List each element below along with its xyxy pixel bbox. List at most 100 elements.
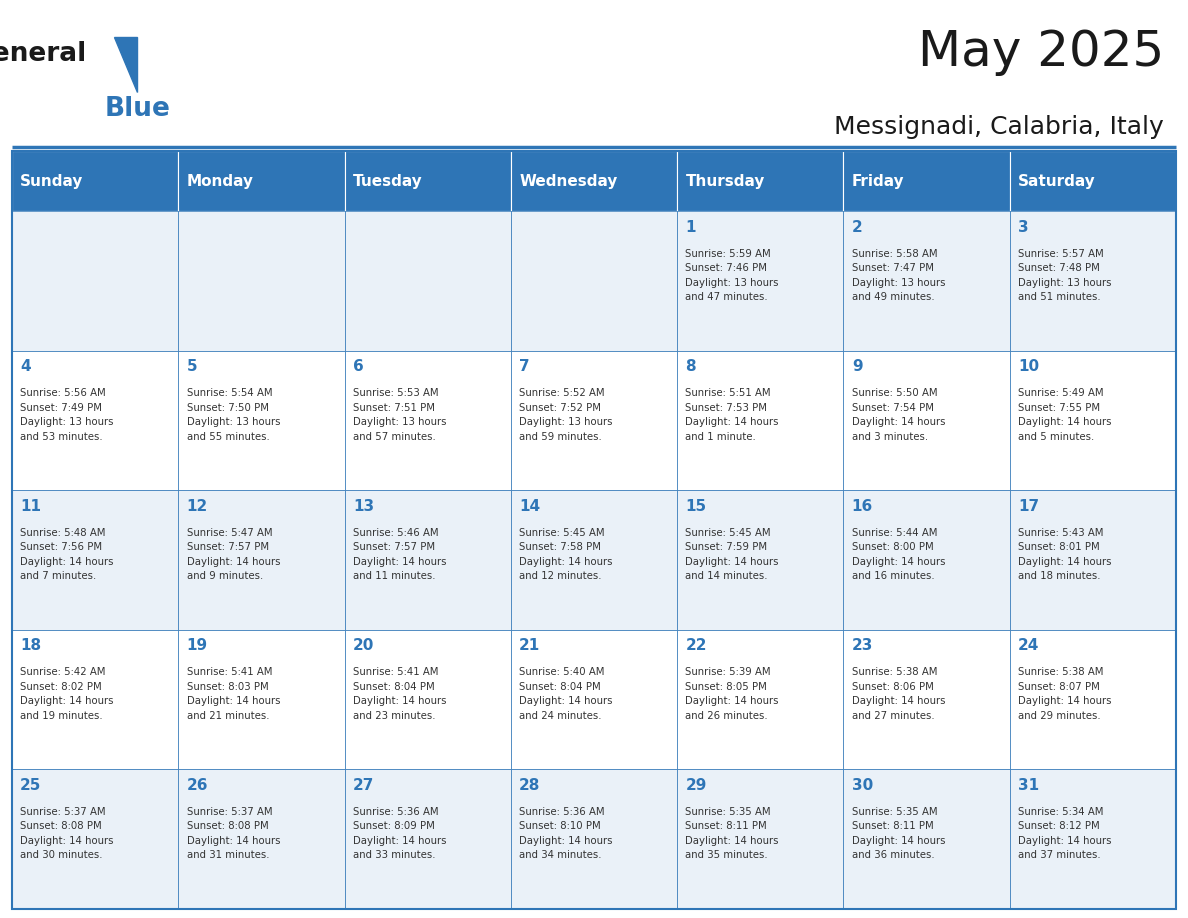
Text: Friday: Friday	[852, 174, 904, 189]
FancyBboxPatch shape	[677, 351, 843, 490]
Text: Wednesday: Wednesday	[519, 174, 618, 189]
Text: 6: 6	[353, 359, 364, 374]
FancyBboxPatch shape	[12, 769, 178, 909]
Text: Sunrise: 5:44 AM
Sunset: 8:00 PM
Daylight: 14 hours
and 16 minutes.: Sunrise: 5:44 AM Sunset: 8:00 PM Dayligh…	[852, 528, 946, 581]
FancyBboxPatch shape	[345, 151, 511, 211]
Text: 8: 8	[685, 359, 696, 374]
FancyBboxPatch shape	[345, 351, 511, 490]
Text: 24: 24	[1018, 638, 1040, 653]
Text: Sunrise: 5:43 AM
Sunset: 8:01 PM
Daylight: 14 hours
and 18 minutes.: Sunrise: 5:43 AM Sunset: 8:01 PM Dayligh…	[1018, 528, 1112, 581]
FancyBboxPatch shape	[12, 211, 178, 351]
Text: 14: 14	[519, 498, 541, 513]
FancyBboxPatch shape	[345, 630, 511, 769]
FancyBboxPatch shape	[12, 490, 178, 630]
FancyBboxPatch shape	[511, 351, 677, 490]
FancyBboxPatch shape	[1010, 211, 1176, 351]
FancyBboxPatch shape	[178, 151, 345, 211]
Text: Sunrise: 5:36 AM
Sunset: 8:10 PM
Daylight: 14 hours
and 34 minutes.: Sunrise: 5:36 AM Sunset: 8:10 PM Dayligh…	[519, 807, 613, 860]
Text: Sunrise: 5:58 AM
Sunset: 7:47 PM
Daylight: 13 hours
and 49 minutes.: Sunrise: 5:58 AM Sunset: 7:47 PM Dayligh…	[852, 249, 946, 302]
Text: 1: 1	[685, 219, 696, 234]
Text: Sunrise: 5:46 AM
Sunset: 7:57 PM
Daylight: 14 hours
and 11 minutes.: Sunrise: 5:46 AM Sunset: 7:57 PM Dayligh…	[353, 528, 447, 581]
Text: 21: 21	[519, 638, 541, 653]
Text: 16: 16	[852, 498, 873, 513]
Text: Messignadi, Calabria, Italy: Messignadi, Calabria, Italy	[834, 115, 1164, 139]
Text: Sunrise: 5:38 AM
Sunset: 8:06 PM
Daylight: 14 hours
and 27 minutes.: Sunrise: 5:38 AM Sunset: 8:06 PM Dayligh…	[852, 667, 946, 721]
FancyBboxPatch shape	[677, 630, 843, 769]
Text: Sunrise: 5:47 AM
Sunset: 7:57 PM
Daylight: 14 hours
and 9 minutes.: Sunrise: 5:47 AM Sunset: 7:57 PM Dayligh…	[187, 528, 280, 581]
Text: Sunrise: 5:41 AM
Sunset: 8:04 PM
Daylight: 14 hours
and 23 minutes.: Sunrise: 5:41 AM Sunset: 8:04 PM Dayligh…	[353, 667, 447, 721]
Text: 27: 27	[353, 778, 374, 792]
FancyBboxPatch shape	[843, 630, 1010, 769]
Text: May 2025: May 2025	[918, 28, 1164, 75]
Text: Sunrise: 5:57 AM
Sunset: 7:48 PM
Daylight: 13 hours
and 51 minutes.: Sunrise: 5:57 AM Sunset: 7:48 PM Dayligh…	[1018, 249, 1112, 302]
Text: Sunrise: 5:42 AM
Sunset: 8:02 PM
Daylight: 14 hours
and 19 minutes.: Sunrise: 5:42 AM Sunset: 8:02 PM Dayligh…	[20, 667, 114, 721]
Text: Sunrise: 5:34 AM
Sunset: 8:12 PM
Daylight: 14 hours
and 37 minutes.: Sunrise: 5:34 AM Sunset: 8:12 PM Dayligh…	[1018, 807, 1112, 860]
FancyBboxPatch shape	[178, 351, 345, 490]
Text: Saturday: Saturday	[1018, 174, 1095, 189]
Text: 18: 18	[20, 638, 42, 653]
FancyBboxPatch shape	[677, 211, 843, 351]
Text: 12: 12	[187, 498, 208, 513]
Text: Blue: Blue	[105, 96, 170, 122]
FancyBboxPatch shape	[511, 211, 677, 351]
Text: Sunrise: 5:53 AM
Sunset: 7:51 PM
Daylight: 13 hours
and 57 minutes.: Sunrise: 5:53 AM Sunset: 7:51 PM Dayligh…	[353, 388, 447, 442]
FancyBboxPatch shape	[1010, 769, 1176, 909]
Text: 20: 20	[353, 638, 374, 653]
FancyBboxPatch shape	[677, 490, 843, 630]
Text: 28: 28	[519, 778, 541, 792]
Text: 11: 11	[20, 498, 42, 513]
Text: Monday: Monday	[187, 174, 253, 189]
Text: 2: 2	[852, 219, 862, 234]
FancyBboxPatch shape	[843, 151, 1010, 211]
Text: General: General	[0, 41, 87, 67]
Text: Sunrise: 5:38 AM
Sunset: 8:07 PM
Daylight: 14 hours
and 29 minutes.: Sunrise: 5:38 AM Sunset: 8:07 PM Dayligh…	[1018, 667, 1112, 721]
Text: 25: 25	[20, 778, 42, 792]
FancyBboxPatch shape	[178, 769, 345, 909]
Text: Sunrise: 5:49 AM
Sunset: 7:55 PM
Daylight: 14 hours
and 5 minutes.: Sunrise: 5:49 AM Sunset: 7:55 PM Dayligh…	[1018, 388, 1112, 442]
Text: 15: 15	[685, 498, 707, 513]
FancyBboxPatch shape	[511, 151, 677, 211]
Text: Sunrise: 5:36 AM
Sunset: 8:09 PM
Daylight: 14 hours
and 33 minutes.: Sunrise: 5:36 AM Sunset: 8:09 PM Dayligh…	[353, 807, 447, 860]
Text: Sunrise: 5:48 AM
Sunset: 7:56 PM
Daylight: 14 hours
and 7 minutes.: Sunrise: 5:48 AM Sunset: 7:56 PM Dayligh…	[20, 528, 114, 581]
FancyBboxPatch shape	[345, 490, 511, 630]
Text: Sunrise: 5:37 AM
Sunset: 8:08 PM
Daylight: 14 hours
and 31 minutes.: Sunrise: 5:37 AM Sunset: 8:08 PM Dayligh…	[187, 807, 280, 860]
Text: 9: 9	[852, 359, 862, 374]
FancyBboxPatch shape	[12, 151, 178, 211]
Text: 19: 19	[187, 638, 208, 653]
FancyBboxPatch shape	[1010, 151, 1176, 211]
Text: 17: 17	[1018, 498, 1040, 513]
Text: Sunrise: 5:41 AM
Sunset: 8:03 PM
Daylight: 14 hours
and 21 minutes.: Sunrise: 5:41 AM Sunset: 8:03 PM Dayligh…	[187, 667, 280, 721]
Text: 13: 13	[353, 498, 374, 513]
Text: 26: 26	[187, 778, 208, 792]
Text: 29: 29	[685, 778, 707, 792]
FancyBboxPatch shape	[1010, 630, 1176, 769]
Text: Sunrise: 5:35 AM
Sunset: 8:11 PM
Daylight: 14 hours
and 35 minutes.: Sunrise: 5:35 AM Sunset: 8:11 PM Dayligh…	[685, 807, 779, 860]
Text: Sunrise: 5:35 AM
Sunset: 8:11 PM
Daylight: 14 hours
and 36 minutes.: Sunrise: 5:35 AM Sunset: 8:11 PM Dayligh…	[852, 807, 946, 860]
Text: Sunrise: 5:54 AM
Sunset: 7:50 PM
Daylight: 13 hours
and 55 minutes.: Sunrise: 5:54 AM Sunset: 7:50 PM Dayligh…	[187, 388, 280, 442]
FancyBboxPatch shape	[843, 769, 1010, 909]
Text: Sunrise: 5:51 AM
Sunset: 7:53 PM
Daylight: 14 hours
and 1 minute.: Sunrise: 5:51 AM Sunset: 7:53 PM Dayligh…	[685, 388, 779, 442]
FancyBboxPatch shape	[345, 211, 511, 351]
Text: Sunrise: 5:59 AM
Sunset: 7:46 PM
Daylight: 13 hours
and 47 minutes.: Sunrise: 5:59 AM Sunset: 7:46 PM Dayligh…	[685, 249, 779, 302]
Text: 10: 10	[1018, 359, 1040, 374]
FancyBboxPatch shape	[843, 211, 1010, 351]
FancyBboxPatch shape	[1010, 351, 1176, 490]
Text: 4: 4	[20, 359, 31, 374]
Text: Tuesday: Tuesday	[353, 174, 423, 189]
FancyBboxPatch shape	[511, 630, 677, 769]
Text: 5: 5	[187, 359, 197, 374]
FancyBboxPatch shape	[178, 630, 345, 769]
Text: Sunday: Sunday	[20, 174, 83, 189]
Text: 30: 30	[852, 778, 873, 792]
FancyBboxPatch shape	[843, 351, 1010, 490]
Text: 3: 3	[1018, 219, 1029, 234]
Text: 31: 31	[1018, 778, 1040, 792]
FancyBboxPatch shape	[178, 211, 345, 351]
Text: 22: 22	[685, 638, 707, 653]
FancyBboxPatch shape	[1010, 490, 1176, 630]
FancyBboxPatch shape	[843, 490, 1010, 630]
FancyBboxPatch shape	[345, 769, 511, 909]
FancyBboxPatch shape	[511, 490, 677, 630]
Text: Sunrise: 5:50 AM
Sunset: 7:54 PM
Daylight: 14 hours
and 3 minutes.: Sunrise: 5:50 AM Sunset: 7:54 PM Dayligh…	[852, 388, 946, 442]
Text: Sunrise: 5:52 AM
Sunset: 7:52 PM
Daylight: 13 hours
and 59 minutes.: Sunrise: 5:52 AM Sunset: 7:52 PM Dayligh…	[519, 388, 613, 442]
